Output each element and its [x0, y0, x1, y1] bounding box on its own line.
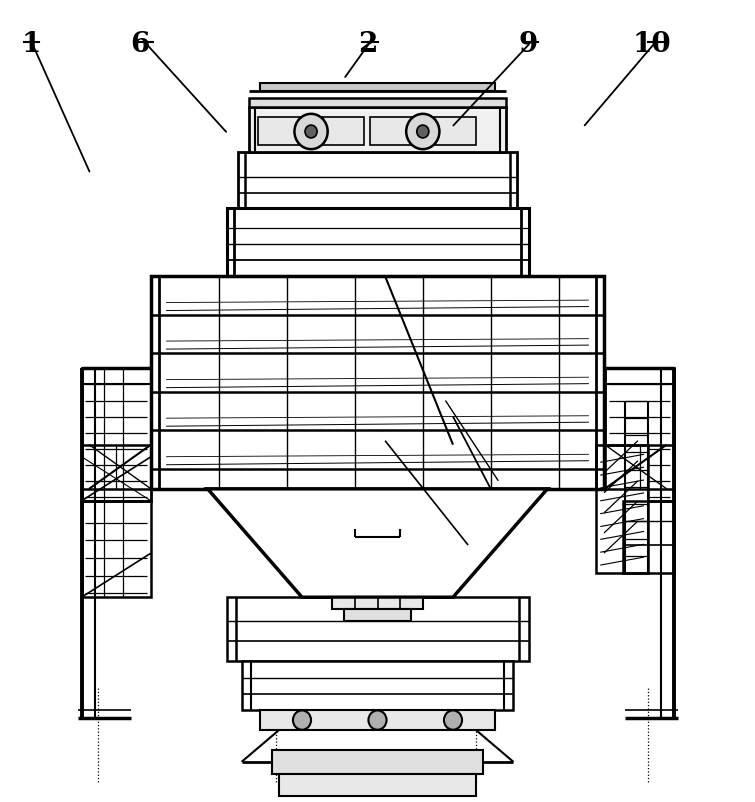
- Circle shape: [406, 115, 439, 150]
- Circle shape: [444, 711, 462, 730]
- Text: 2: 2: [358, 30, 378, 58]
- Bar: [82, 445, 151, 489]
- Bar: [332, 597, 423, 610]
- Polygon shape: [208, 489, 547, 597]
- Bar: [344, 610, 411, 622]
- Bar: [249, 99, 506, 108]
- Bar: [226, 597, 528, 662]
- Text: 10: 10: [632, 30, 671, 58]
- Bar: [272, 750, 483, 774]
- Bar: [623, 501, 674, 573]
- Bar: [258, 118, 364, 146]
- Bar: [226, 209, 528, 277]
- Bar: [260, 710, 495, 730]
- Bar: [151, 277, 604, 489]
- Bar: [260, 84, 495, 92]
- Bar: [370, 118, 476, 146]
- Text: 1: 1: [22, 30, 42, 58]
- Circle shape: [305, 126, 317, 139]
- Bar: [242, 662, 513, 710]
- Circle shape: [293, 711, 311, 730]
- Bar: [605, 369, 674, 501]
- Bar: [596, 445, 648, 573]
- Bar: [605, 445, 674, 489]
- Bar: [249, 108, 506, 152]
- Bar: [82, 369, 151, 501]
- Text: 6: 6: [130, 30, 149, 58]
- Bar: [279, 774, 476, 796]
- Circle shape: [294, 115, 328, 150]
- Circle shape: [368, 711, 387, 730]
- Bar: [238, 152, 517, 209]
- Bar: [82, 501, 151, 597]
- Circle shape: [417, 126, 429, 139]
- Text: 9: 9: [519, 30, 538, 58]
